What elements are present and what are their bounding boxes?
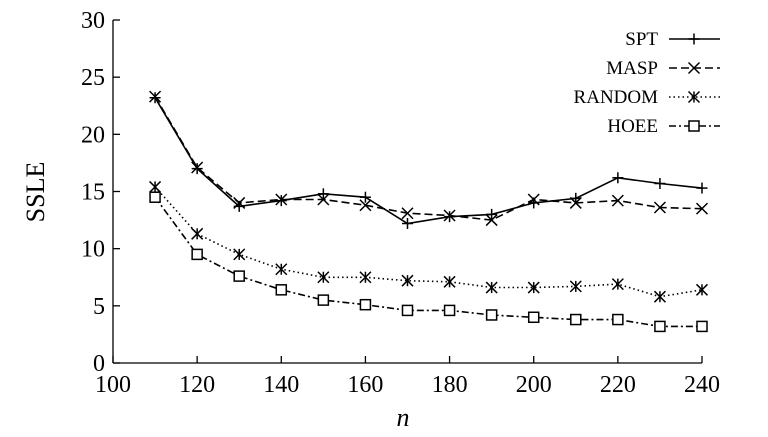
y-tick-label: 25 bbox=[81, 65, 105, 91]
data-point-random bbox=[527, 281, 540, 294]
series-line-spt bbox=[154, 97, 703, 225]
data-point-spt bbox=[275, 195, 287, 207]
series-line-masp bbox=[154, 96, 703, 221]
x-tick-label: 140 bbox=[263, 372, 299, 398]
data-point-masp bbox=[611, 194, 624, 207]
data-point-hoee bbox=[359, 298, 372, 311]
data-point-hoee bbox=[612, 313, 624, 326]
legend-label-spt: SPT bbox=[625, 29, 658, 50]
legend-label-random: RANDOM bbox=[574, 87, 659, 108]
data-point-random bbox=[275, 263, 288, 276]
data-point-random bbox=[653, 290, 666, 303]
data-point-hoee bbox=[317, 294, 330, 306]
legend-marker-hoee bbox=[688, 120, 700, 132]
series-line-random bbox=[154, 186, 703, 298]
series-spt bbox=[149, 92, 708, 230]
series-masp bbox=[149, 90, 709, 227]
x-tick-label: 100 bbox=[95, 372, 131, 398]
data-point-random bbox=[443, 275, 456, 288]
x-tick-label: 180 bbox=[432, 372, 468, 398]
x-tick-label: 240 bbox=[684, 372, 720, 398]
legend-item-masp: MASP bbox=[606, 58, 720, 79]
data-point-spt bbox=[359, 191, 371, 203]
series-hoee bbox=[149, 191, 708, 333]
data-point-hoee bbox=[485, 309, 498, 321]
data-point-spt bbox=[612, 172, 624, 184]
data-point-hoee bbox=[401, 304, 414, 317]
data-point-spt bbox=[191, 163, 203, 175]
y-tick-label: 20 bbox=[81, 122, 105, 148]
data-point-random bbox=[695, 283, 709, 296]
data-point-spt bbox=[402, 218, 413, 230]
y-tick-label: 15 bbox=[81, 180, 105, 206]
x-axis-label: n bbox=[397, 403, 410, 432]
y-tick-label: 10 bbox=[81, 237, 105, 263]
data-point-hoee bbox=[275, 284, 288, 296]
series-line-hoee bbox=[154, 196, 702, 328]
data-point-random bbox=[149, 180, 162, 193]
x-tick-label: 220 bbox=[600, 372, 636, 398]
y-tick-label: 5 bbox=[93, 294, 105, 320]
legend-label-hoee: HOEE bbox=[607, 116, 658, 137]
data-point-random bbox=[191, 227, 204, 240]
data-point-random bbox=[401, 274, 414, 287]
legend-item-hoee: HOEE bbox=[607, 116, 720, 137]
series-random bbox=[149, 180, 709, 303]
legend-marker-masp bbox=[687, 61, 701, 75]
data-point-masp bbox=[317, 193, 330, 206]
data-point-masp bbox=[359, 199, 372, 212]
data-point-random bbox=[233, 248, 246, 261]
data-point-hoee bbox=[696, 320, 708, 333]
data-point-masp bbox=[275, 193, 288, 206]
legend-item-random: RANDOM bbox=[574, 87, 720, 108]
data-point-random bbox=[569, 280, 582, 293]
data-point-random bbox=[359, 271, 372, 284]
legend-item-spt: SPT bbox=[625, 29, 720, 50]
data-point-random bbox=[317, 271, 330, 284]
legend-marker-spt bbox=[688, 33, 700, 45]
data-point-spt bbox=[696, 182, 708, 194]
data-point-spt bbox=[654, 177, 666, 189]
data-point-hoee bbox=[570, 313, 582, 326]
data-point-masp bbox=[149, 90, 162, 103]
data-point-hoee bbox=[654, 320, 666, 333]
series-layer bbox=[149, 90, 709, 333]
data-point-masp bbox=[233, 196, 246, 209]
legend-label-masp: MASP bbox=[606, 58, 658, 79]
x-tick-label: 160 bbox=[347, 372, 383, 398]
y-tick-label: 30 bbox=[81, 8, 105, 34]
data-point-hoee bbox=[149, 191, 161, 203]
data-point-hoee bbox=[527, 311, 540, 324]
data-point-spt bbox=[317, 188, 329, 200]
data-point-hoee bbox=[443, 304, 456, 317]
x-tick-label: 120 bbox=[179, 372, 215, 398]
data-point-masp bbox=[401, 207, 414, 220]
legend: SPT MASP RANDOM HOEE bbox=[574, 29, 720, 137]
data-point-masp bbox=[695, 202, 709, 215]
data-point-masp bbox=[653, 201, 666, 214]
x-tick-label: 200 bbox=[516, 372, 552, 398]
data-point-hoee bbox=[233, 270, 245, 282]
data-point-masp bbox=[191, 161, 204, 174]
data-point-masp bbox=[527, 193, 540, 206]
data-point-masp bbox=[485, 214, 498, 227]
data-point-random bbox=[611, 278, 624, 291]
data-point-spt bbox=[486, 208, 498, 220]
legend-marker-random bbox=[687, 90, 701, 104]
axes: 0 5 10 15 20 25 30 100 120 140 160 180 200 220 240 bbox=[81, 8, 720, 398]
y-tick-label: 0 bbox=[93, 351, 105, 377]
data-point-hoee bbox=[191, 248, 203, 261]
y-axis-label: SSLE bbox=[21, 162, 50, 223]
data-point-masp bbox=[443, 209, 456, 222]
data-point-masp bbox=[569, 196, 582, 209]
data-point-random bbox=[485, 281, 498, 294]
